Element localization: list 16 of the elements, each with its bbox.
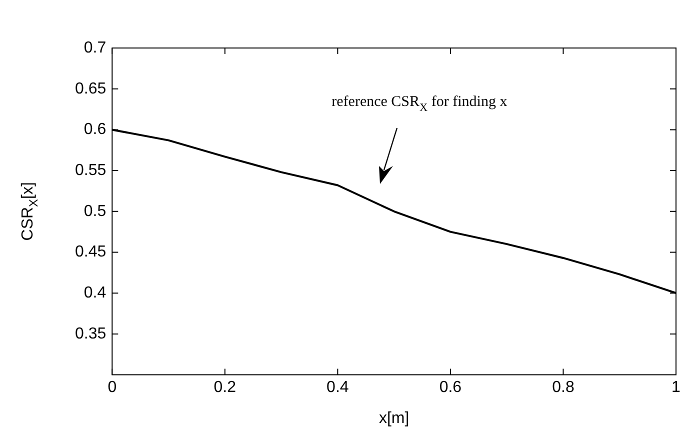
y-tick-label: 0.6 [84,121,106,138]
y-tick-label: 0.7 [84,39,106,56]
x-tick-label: 1 [672,378,681,396]
y-tick-label: 0.65 [75,80,106,98]
x-axis-title: x[m] [378,410,410,428]
y-axis-title: CSRX[x] [19,182,41,241]
y-tick-label: 0.4 [84,284,106,302]
x-tick-label: 0.4 [326,378,349,396]
x-tick-label: 0.8 [552,378,574,396]
y-tick-label: 0.35 [75,325,106,342]
x-tick-label: 0.2 [214,378,236,396]
x-tick-label: 0 [108,378,117,396]
y-tick-label: 0.45 [75,244,106,261]
y-tick-label: 0.5 [84,202,106,220]
x-tick-label: 0.6 [439,378,462,396]
y-tick-label: 0.55 [75,162,106,179]
